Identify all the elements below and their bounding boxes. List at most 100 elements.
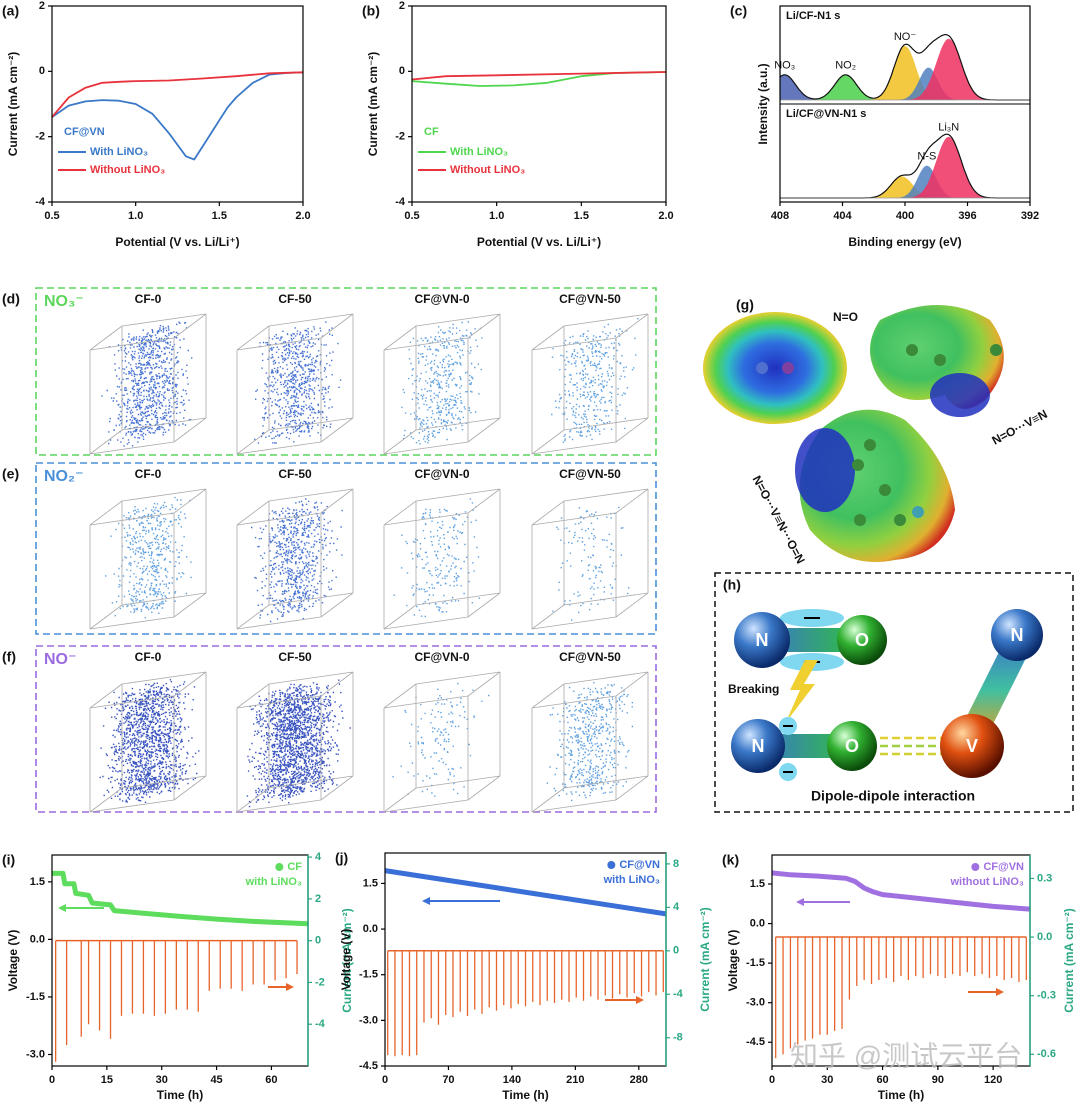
column-title: CF@VN-50 — [559, 292, 621, 306]
x-tick-label: 60 — [876, 1074, 888, 1086]
atom — [906, 344, 918, 356]
atom — [991, 609, 1043, 661]
peak-label: N-S — [917, 151, 936, 163]
y-tick-label: -1.5 — [359, 969, 378, 981]
x-tick-label: 0 — [382, 1074, 388, 1086]
y-tick-label: -3.0 — [359, 1014, 378, 1026]
panel-label: (i) — [2, 852, 15, 868]
plot-frame — [51, 5, 304, 203]
y-axis-label: Voltage (V) — [6, 930, 20, 992]
x-tick-label: 1.5 — [212, 210, 227, 222]
column-title: CF-50 — [278, 467, 312, 481]
y-tick-label: -1.5 — [26, 991, 45, 1003]
series-line — [52, 870, 309, 927]
panel-label: (a) — [2, 3, 19, 19]
y-axis-label: Current (mA cm⁻²) — [6, 52, 20, 157]
series-line — [411, 71, 667, 81]
x-tick-label: 45 — [210, 1074, 222, 1086]
x-tick-label: 392 — [1021, 210, 1039, 222]
cube-edges — [531, 488, 649, 630]
y-tick-label: 0 — [399, 65, 405, 77]
column-title: CF-0 — [135, 467, 162, 481]
y-tick-label: 2 — [39, 0, 45, 12]
y-tick-label: 1.5 — [363, 877, 378, 889]
molecule-label: N=O — [833, 310, 858, 324]
watermark: 知乎 @测试云平台 — [790, 1040, 1022, 1071]
y-tick-label: 2 — [399, 0, 405, 12]
atom — [852, 459, 864, 471]
series-line — [384, 868, 667, 917]
x-tick-label: 2.0 — [658, 210, 673, 222]
y2-tick-label: 8 — [673, 858, 679, 870]
x-tick-label: 0 — [769, 1074, 775, 1086]
panel-frame — [35, 287, 657, 456]
series-line — [51, 71, 304, 118]
atom-label: V — [966, 736, 978, 756]
atom — [734, 612, 790, 668]
panel-label: (k) — [722, 852, 739, 868]
x-tick-label: 1.0 — [489, 210, 504, 222]
peak-label: NO⁻ — [894, 31, 917, 43]
panel-label: (e) — [2, 466, 19, 482]
y2-tick-label: 0.3 — [1037, 872, 1052, 884]
x-tick-label: 0 — [49, 1074, 55, 1086]
y-axis-label: Voltage (V) — [339, 929, 353, 991]
panel-label: (g) — [736, 297, 754, 313]
molecule-label: N=O···V≡N — [990, 407, 1050, 448]
y2-tick-label: 0.0 — [1037, 931, 1052, 943]
y-tick-label: 1.5 — [750, 878, 765, 890]
y-axis-label: Current (mA cm⁻²) — [366, 52, 380, 157]
y-tick-label: -2 — [35, 131, 45, 143]
x-tick-label: 0.5 — [44, 210, 59, 222]
interaction-label: Dipole-dipole interaction — [811, 788, 975, 804]
column-title: CF-50 — [278, 650, 312, 664]
atom — [912, 506, 924, 518]
cube-edges — [236, 313, 354, 455]
cube-edges — [89, 488, 207, 630]
cube-edges — [236, 488, 354, 630]
y2-tick-label: 0 — [673, 945, 679, 957]
panel-frame — [35, 462, 657, 635]
subpanel-label: Li/CF-N1 s — [786, 10, 840, 22]
cube-edges — [531, 313, 649, 455]
density-dots — [254, 321, 342, 444]
cube-edges — [531, 671, 649, 813]
atom-label: O — [845, 736, 859, 756]
atom-label: O — [855, 630, 869, 650]
fitted-peak — [780, 74, 1030, 100]
lightning — [786, 660, 818, 722]
fitted-peak — [780, 176, 1030, 198]
atom — [934, 354, 946, 366]
atom-label: N — [756, 630, 769, 650]
legend-title: CF — [424, 126, 439, 138]
x-tick-label: 30 — [821, 1074, 833, 1086]
panel-label: (c) — [730, 3, 747, 19]
esp-surface — [703, 312, 847, 424]
atom — [837, 615, 887, 665]
x-tick-label: 30 — [156, 1074, 168, 1086]
panel-label: (f) — [2, 649, 16, 665]
atom — [990, 344, 1002, 356]
atom — [879, 484, 891, 496]
legend-label: CF@VN — [983, 861, 1024, 873]
cube-edges — [236, 671, 354, 813]
y2-tick-label: -2 — [315, 976, 325, 988]
x-tick-label: 140 — [503, 1074, 521, 1086]
panel-frame — [714, 572, 1074, 813]
y2-tick-label: -0.6 — [1037, 1048, 1056, 1060]
column-title: CF@VN-50 — [559, 467, 621, 481]
x-tick-label: 120 — [984, 1074, 1002, 1086]
x-tick-label: 60 — [265, 1074, 277, 1086]
atom — [940, 714, 1004, 778]
column-title: CF@VN-0 — [414, 292, 469, 306]
panel-g: (g) N=O N=O···V≡N N=O···V≡N···O=N — [703, 297, 1050, 566]
fitted-peak — [780, 74, 1030, 100]
x-axis-label: Potential (V vs. Li/Li⁺) — [115, 235, 239, 249]
x-tick-label: 396 — [958, 210, 976, 222]
y2-axis-label: Current (mA cm⁻²) — [1062, 908, 1076, 1013]
x-axis-label: Binding energy (eV) — [848, 235, 961, 249]
atom — [894, 514, 906, 526]
y-tick-label: -1.5 — [746, 957, 765, 969]
y-axis-label: Voltage (V) — [726, 930, 740, 992]
